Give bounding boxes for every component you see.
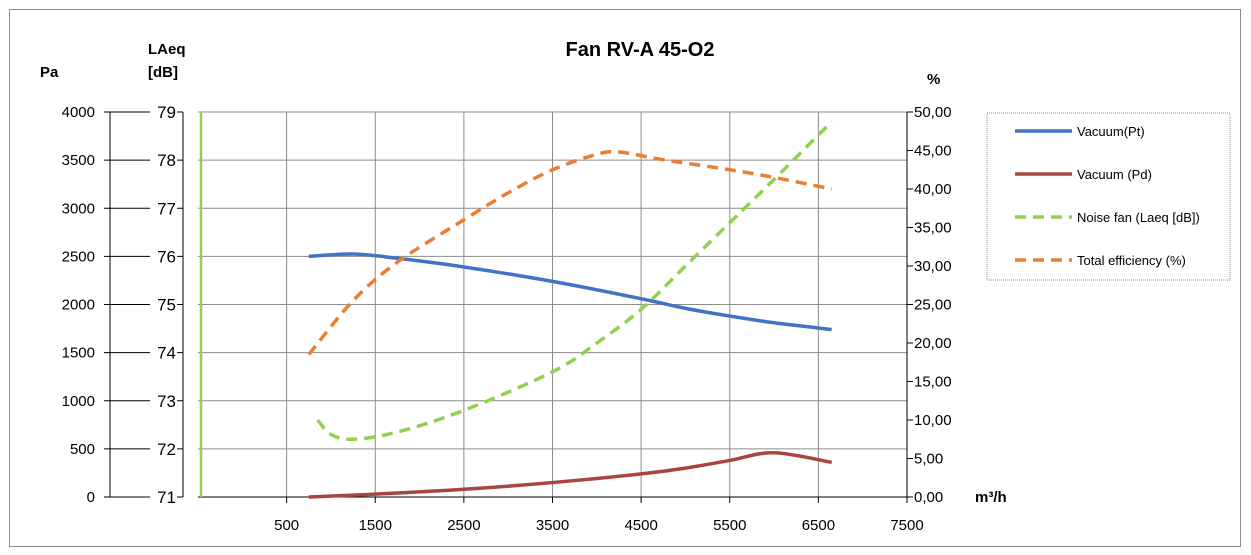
pa-tick-label: 0 bbox=[87, 489, 95, 506]
pct-tick-label: 25,00 bbox=[914, 297, 952, 314]
laeq-tick-label: 76 bbox=[157, 247, 176, 266]
laeq-tick-label: 72 bbox=[157, 440, 176, 459]
tick-labels: 0 500 1000 1500 2000 2500 3000 3500 4000 71 72 73 74… bbox=[62, 103, 952, 534]
legend-label-0: Vacuum(Pt) bbox=[1077, 124, 1145, 139]
x-tick-label: 5500 bbox=[713, 517, 746, 534]
pa-tick-label: 3500 bbox=[62, 152, 95, 169]
laeq-tick-label: 78 bbox=[157, 151, 176, 170]
axes bbox=[104, 111, 913, 503]
pa-tick-label: 4000 bbox=[62, 104, 95, 121]
pct-tick-label: 20,00 bbox=[914, 335, 952, 352]
pct-tick-label: 45,00 bbox=[914, 143, 952, 160]
pa-tick-label: 1000 bbox=[62, 393, 95, 410]
x-axis-title: m³/h bbox=[975, 489, 1007, 506]
pct-tick-label: 10,00 bbox=[914, 412, 952, 429]
laeq-tick-label: 77 bbox=[157, 199, 176, 218]
x-tick-label: 3500 bbox=[536, 517, 569, 534]
pct-tick-label: 0,00 bbox=[914, 489, 943, 506]
pa-tick-label: 500 bbox=[70, 441, 95, 458]
x-tick-label: 1500 bbox=[359, 517, 392, 534]
chart-title: Fan RV-A 45-O2 bbox=[566, 39, 715, 61]
pct-tick-label: 35,00 bbox=[914, 220, 952, 237]
legend-label-2: Noise fan (Laeq [dB]) bbox=[1077, 210, 1200, 225]
pa-tick-label: 2000 bbox=[62, 297, 95, 314]
legend-box bbox=[986, 112, 1231, 281]
laeq-axis-title-line2: [dB] bbox=[148, 64, 178, 81]
series-line-3 bbox=[307, 149, 833, 356]
x-tick-label: 4500 bbox=[624, 517, 657, 534]
series-line-1 bbox=[308, 450, 832, 499]
laeq-tick-label: 75 bbox=[157, 296, 176, 315]
legend: Vacuum(Pt) Vacuum (Pd) Noise fan (Laeq [dB… bbox=[986, 112, 1231, 281]
series-line-0 bbox=[308, 252, 832, 332]
pa-axis-title: Pa bbox=[40, 64, 59, 81]
x-tick-label: 7500 bbox=[890, 517, 923, 534]
pct-tick-label: 5,00 bbox=[914, 451, 943, 468]
x-tick-label: 6500 bbox=[802, 517, 835, 534]
legend-label-1: Vacuum (Pd) bbox=[1077, 167, 1152, 182]
laeq-tick-label: 79 bbox=[157, 103, 176, 122]
series-line-2 bbox=[316, 120, 833, 442]
pct-tick-label: 40,00 bbox=[914, 181, 952, 198]
pa-tick-label: 2500 bbox=[62, 248, 95, 265]
legend-label-3: Total efficiency (%) bbox=[1077, 253, 1186, 268]
x-tick-label: 2500 bbox=[447, 517, 480, 534]
pa-tick-label: 1500 bbox=[62, 345, 95, 362]
pa-tick-label: 3000 bbox=[62, 200, 95, 217]
gridlines bbox=[198, 111, 908, 497]
laeq-axis-title-line1: LAeq bbox=[148, 41, 186, 58]
x-tick-label: 500 bbox=[274, 517, 299, 534]
pct-axis-title: % bbox=[927, 71, 940, 88]
laeq-tick-label: 73 bbox=[157, 392, 176, 411]
pct-tick-label: 30,00 bbox=[914, 258, 952, 275]
laeq-tick-label: 71 bbox=[157, 488, 176, 507]
pct-tick-label: 15,00 bbox=[914, 374, 952, 391]
pct-tick-label: 50,00 bbox=[914, 104, 952, 121]
plot-area bbox=[307, 120, 833, 499]
laeq-tick-label: 74 bbox=[157, 344, 176, 363]
